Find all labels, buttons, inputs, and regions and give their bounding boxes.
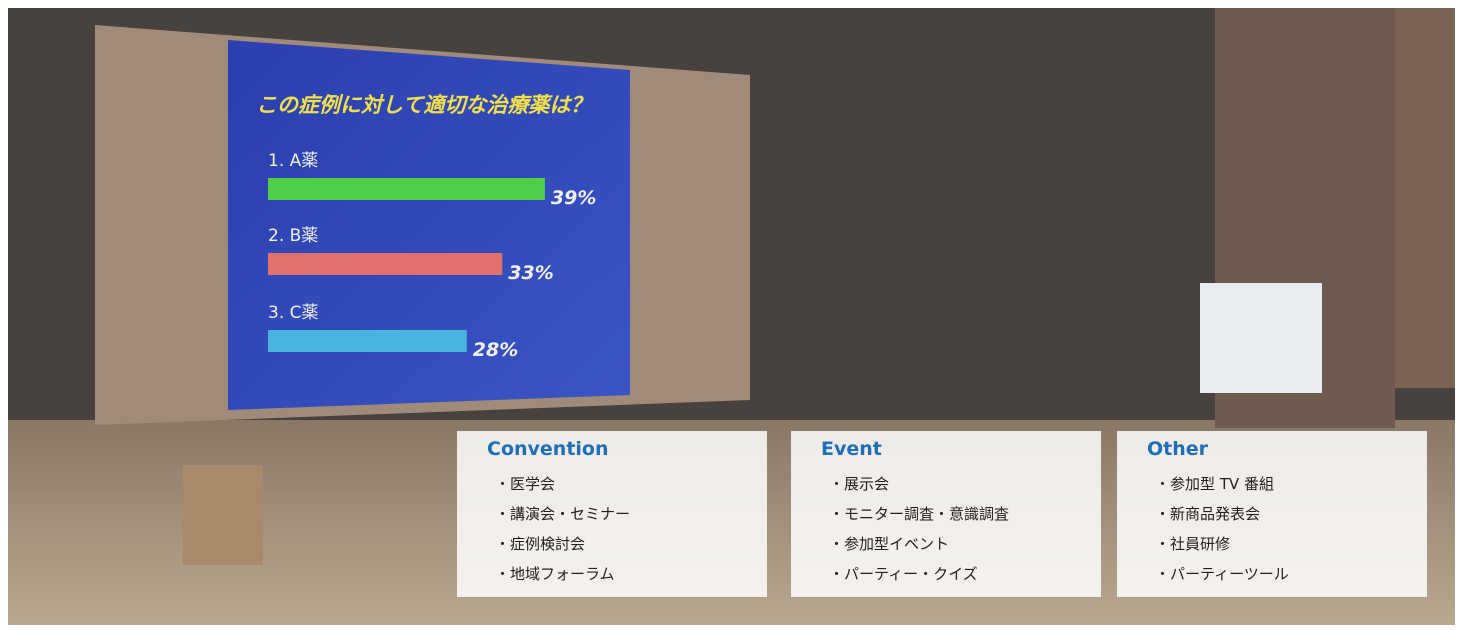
panel-item: ・パーティー・クイズ <box>829 565 978 583</box>
slide-value: 28% <box>473 339 518 361</box>
panel-title: Convention <box>487 438 609 460</box>
panel-item: ・参加型イベント <box>829 535 949 553</box>
slide-label: 3. C薬 <box>268 303 319 323</box>
slide-bar <box>268 253 502 275</box>
panel-item: ・医学会 <box>495 475 555 493</box>
panel-item: ・参加型 TV 番組 <box>1155 475 1274 493</box>
panel-item: ・新商品発表会 <box>1155 505 1260 523</box>
panel-title: Event <box>821 438 882 460</box>
slide-label: 1. A薬 <box>268 151 318 171</box>
panel-item: ・展示会 <box>829 475 889 493</box>
panel-item: ・パーティーツール <box>1155 565 1289 583</box>
slide-bar <box>268 178 545 200</box>
panel-title: Other <box>1147 438 1209 460</box>
hero: この症例に対して適切な治療薬は？ 1. A薬 39% 2. B薬 33% 3. C薬 28… <box>0 0 1461 631</box>
panel-item: ・症例検討会 <box>495 535 585 553</box>
podium <box>183 465 263 565</box>
panel-item: ・モニター調査・意識調査 <box>829 505 1009 523</box>
panel-item: ・講演会・セミナー <box>495 505 630 523</box>
panel-item: ・地域フォーラム <box>495 565 615 583</box>
slide-label: 2. B薬 <box>268 226 318 246</box>
slide-value: 39% <box>551 187 596 209</box>
slide-value: 33% <box>508 262 553 284</box>
slide-title: この症例に対して適切な治療薬は？ <box>256 93 591 117</box>
poster <box>1200 283 1322 393</box>
page: この症例に対して適切な治療薬は？ 1. A薬 39% 2. B薬 33% 3. C薬 28… <box>0 0 1461 631</box>
panels: Convention ・医学会・講演会・セミナー・症例検討会・地域フォーラム Eve… <box>457 431 1427 597</box>
slide-bar <box>268 330 467 352</box>
wall-panel <box>1395 8 1455 388</box>
panel-item: ・社員研修 <box>1155 535 1230 553</box>
